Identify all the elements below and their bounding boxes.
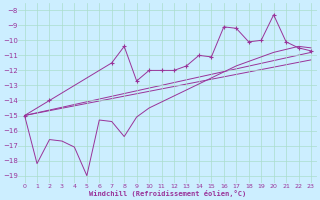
X-axis label: Windchill (Refroidissement éolien,°C): Windchill (Refroidissement éolien,°C) [89,190,246,197]
